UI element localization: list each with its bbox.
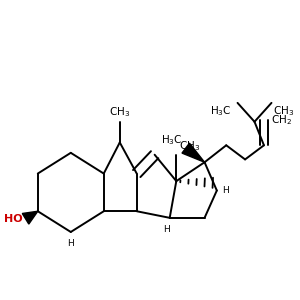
Text: H: H (223, 186, 229, 195)
Text: CH$_3$: CH$_3$ (273, 104, 294, 118)
Text: H$_3$C: H$_3$C (161, 133, 183, 147)
Text: H: H (164, 225, 170, 234)
Polygon shape (182, 143, 205, 162)
Text: HO: HO (4, 214, 23, 224)
Text: H$_3$C: H$_3$C (210, 104, 232, 118)
Polygon shape (22, 211, 38, 224)
Text: H: H (68, 239, 74, 248)
Text: CH$_3$: CH$_3$ (179, 140, 200, 153)
Text: CH$_2$: CH$_2$ (271, 113, 292, 127)
Text: CH$_3$: CH$_3$ (109, 105, 130, 119)
